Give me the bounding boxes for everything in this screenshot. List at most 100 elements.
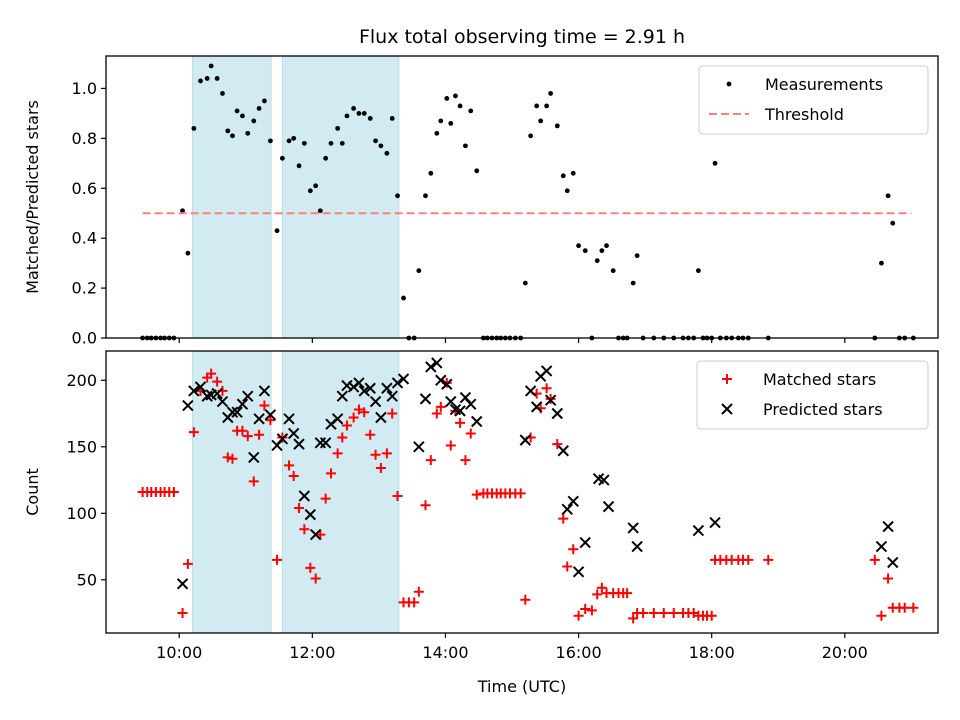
- count-y-ticks: 50 100 150 200: [66, 371, 106, 589]
- matched-stars-point: [305, 562, 316, 573]
- predicted-stars-point: [211, 387, 223, 400]
- count-y-tick-label: 200: [66, 371, 97, 390]
- predicted-stars-legend-label: Predicted stars: [763, 400, 883, 419]
- measurements-point: [208, 63, 214, 69]
- ratio-y-ticks: 0.0 0.2 0.4 0.6 0.8 1.0: [72, 79, 106, 348]
- measurements-point: [256, 106, 262, 111]
- predicted-stars-point: [242, 390, 254, 402]
- predicted-stars-point: [391, 377, 404, 389]
- measurements-point: [286, 138, 292, 144]
- ratio-legend: Measurements Threshold: [698, 65, 929, 135]
- matched-stars-point: [899, 602, 910, 613]
- measurements-point: [453, 93, 458, 99]
- matched-stars-point: [460, 455, 471, 466]
- count-axes-frame: [105, 350, 939, 634]
- predicted-stars-point: [524, 385, 537, 397]
- x-tick-label: 20:00: [822, 643, 868, 662]
- predicted-stars-point: [627, 522, 639, 534]
- predicted-stars-point: [319, 437, 332, 449]
- matched-stars-point: [242, 431, 253, 442]
- predicted-stars-point: [887, 556, 899, 569]
- matched-stars-point: [337, 432, 348, 443]
- matched-stars-point: [299, 524, 310, 535]
- matched-stars-point: [188, 427, 199, 438]
- predicted-stars-point: [369, 395, 382, 408]
- ratio-y-tick-label: 0.2: [72, 279, 97, 298]
- matched-stars-legend-swatch: [722, 374, 732, 384]
- ratio-y-tick-label: 0.0: [72, 329, 97, 348]
- measurements-point: [225, 128, 231, 134]
- measurements-point: [230, 133, 235, 139]
- measurements-point: [457, 103, 463, 109]
- matched-stars-point: [177, 608, 188, 619]
- measurements-point: [378, 143, 384, 149]
- measurements-legend-swatch: [726, 81, 732, 87]
- measurements-point: [564, 188, 570, 194]
- predicted-stars-point: [551, 407, 563, 420]
- measurements-point: [712, 160, 718, 166]
- measurements-point: [538, 118, 544, 124]
- predicted-stars-point: [283, 413, 295, 425]
- matched-stars-point: [381, 448, 392, 459]
- measurements-point: [245, 130, 251, 136]
- count-panel: 50 100 150 200 10:00 12:00 14:00 16:00 18:00 20:…: [23, 350, 939, 662]
- measurements-point: [474, 168, 480, 174]
- predicted-stars-point: [188, 385, 200, 397]
- count-legend: Matched stars Predicted stars: [696, 360, 929, 430]
- predicted-stars-point: [353, 377, 365, 389]
- predicted-stars-point: [572, 566, 585, 578]
- x-axis-label: Time (UTC): [477, 677, 566, 696]
- measurements-point: [328, 140, 334, 146]
- predicted-stars-point: [709, 516, 721, 529]
- matched-stars-point: [237, 425, 248, 436]
- measurements-point: [630, 280, 636, 286]
- measurements-point: [234, 108, 240, 114]
- predicted-stars-point: [304, 508, 317, 521]
- matched-stars-point: [227, 453, 238, 464]
- measurements-point: [214, 76, 220, 81]
- predicted-stars-point: [258, 385, 271, 397]
- x-tick-label: 14:00: [422, 643, 468, 662]
- measurements-point: [191, 125, 197, 131]
- measurements-point: [582, 248, 588, 254]
- measurements-point: [695, 268, 701, 274]
- count-marks: [137, 357, 919, 624]
- matched-stars-point: [370, 449, 381, 460]
- measurements-point: [240, 113, 245, 119]
- measurements-point: [323, 155, 329, 161]
- count-y-tick-label: 100: [66, 504, 97, 523]
- measurements-point: [599, 248, 605, 254]
- measurements-point: [307, 188, 313, 194]
- matched-stars-point: [541, 383, 552, 394]
- ratio-axes-frame: [105, 55, 939, 339]
- measurements-point: [367, 115, 373, 121]
- matched-stars-point: [332, 448, 343, 459]
- ratio-y-tick-label: 0.4: [72, 229, 97, 248]
- matched-stars-point: [869, 554, 880, 565]
- predicted-stars-point: [471, 415, 483, 428]
- predicted-stars-point: [276, 433, 289, 445]
- matched-stars-point: [515, 488, 526, 499]
- matched-stars-point: [294, 502, 305, 513]
- predicted-stars-point: [397, 373, 410, 385]
- measurements-point: [610, 268, 616, 274]
- ratio-y-tick-label: 1.0: [72, 79, 97, 98]
- matched-stars-point: [272, 554, 283, 565]
- matched-stars-point: [259, 400, 270, 411]
- ratio-y-axis-label: Matched/Predicted stars: [23, 100, 42, 294]
- measurements-point: [395, 193, 400, 199]
- predicted-stars-point: [557, 445, 569, 457]
- measurements-point: [361, 110, 367, 116]
- predicted-stars-point: [454, 405, 466, 417]
- predicted-stars-point: [182, 399, 194, 412]
- measurements-point: [291, 135, 297, 141]
- measurements-point: [313, 183, 319, 189]
- matched-stars-point: [254, 429, 265, 440]
- measurements-point: [468, 108, 474, 114]
- predicted-stars-point: [445, 395, 457, 408]
- measurements-point: [356, 110, 362, 116]
- matched-stars-point: [359, 407, 370, 418]
- matched-stars-point: [320, 493, 331, 504]
- matched-stars-point: [876, 610, 887, 621]
- matched-stars-point: [206, 368, 217, 379]
